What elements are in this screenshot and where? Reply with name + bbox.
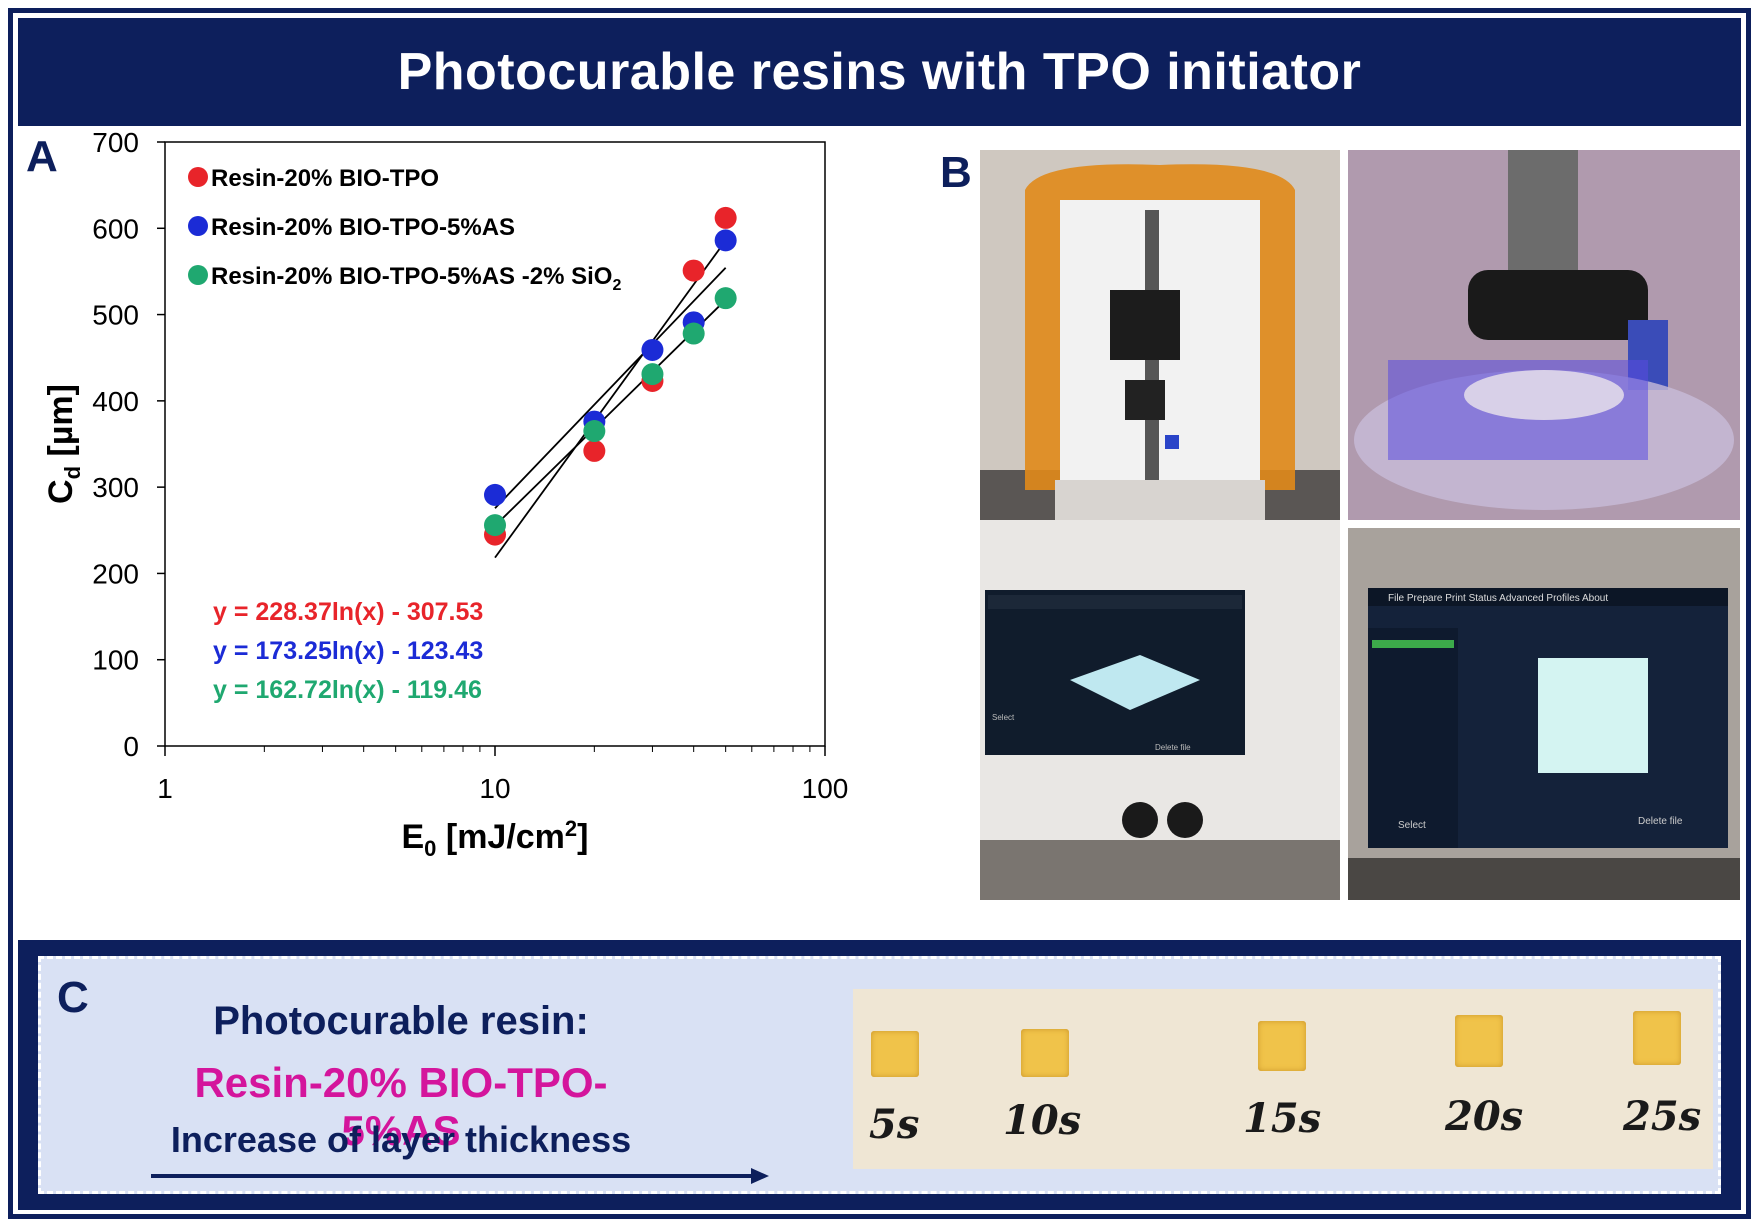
panel-c: C Photocurable resin: Resin-20% BIO-TPO-… [18,940,1741,1210]
increase-arrow [151,1168,769,1184]
data-point-s1-5 [714,206,737,229]
x-tick-label: 1 [157,773,173,804]
data-point-s3-4 [682,322,705,345]
x-tick-label: 100 [802,773,849,804]
legend-marker-3 [188,265,208,285]
printer-screen-select: Select [992,713,1015,722]
legend-label-2: Resin-20% BIO-TPO-5%AS [211,214,515,241]
y-tick-label: 400 [92,386,139,417]
panel-c-increase-label: Increase of layer thickness [170,1119,632,1160]
fit-line-1 [494,239,727,559]
data-point-s2-1 [484,483,506,506]
screen-menu: File Prepare Print Status Advanced Profi… [1388,593,1608,604]
y-axis-label: Cd [µm] [42,384,85,504]
panel-c-heading: Photocurable resin: [213,999,589,1043]
fit-equation-3: y = 162.72ln(x) - 119.46 [213,676,482,704]
fit-line-2 [494,267,727,509]
sample-25s [1633,1011,1681,1065]
y-tick-label: 700 [92,130,139,158]
x-tick-label: 10 [479,773,510,804]
sample-15s [1258,1021,1306,1071]
sample-label-25s: 25s [1623,1093,1702,1140]
y-tick-label: 600 [92,213,139,244]
data-point-s2-3 [641,338,664,361]
printer-screen-delete: Delete file [1155,743,1191,752]
photo-panel-b: Select Delete file File Prepare Print St… [980,150,1740,900]
legend-label-3: Resin-20% BIO-TPO-5%AS -2% SiO2 [211,263,621,294]
data-point-s3-1 [484,514,506,537]
legend-marker-1 [188,167,208,187]
printer-photo: Select Delete file [980,150,1340,900]
x-axis-label: E0 [mJ/cm2] [401,816,588,861]
data-point-s2-5 [714,229,737,252]
y-tick-label: 0 [123,731,139,762]
legend-label-1: Resin-20% BIO-TPO [211,165,439,192]
y-tick-label: 500 [92,300,139,331]
panel-label-b: B [940,148,972,197]
title-bar: Photocurable resins with TPO initiator [18,18,1741,126]
panel-label-a: A [26,132,58,181]
y-tick-label: 300 [92,472,139,503]
figure-title: Photocurable resins with TPO initiator [397,43,1362,101]
cure-depth-chart: 0 100 200 300 400 500 600 700 1 10 100 Cd [µm] E0 [m… [42,130,849,861]
screen-delete-label: Delete file [1638,816,1683,827]
sample-20s [1455,1015,1503,1067]
sample-label-20s: 20s [1445,1093,1524,1140]
data-point-s3-3 [641,363,664,386]
sample-label-5s: 5s [869,1101,920,1148]
legend-marker-2 [188,216,208,236]
data-point-s1-4 [682,259,705,282]
panel-c-inner: C Photocurable resin: Resin-20% BIO-TPO-… [38,956,1721,1194]
sample-label-10s: 10s [1003,1097,1082,1144]
sample-5s [871,1031,919,1077]
data-point-s3-5 [714,287,737,310]
sample-10s [1021,1029,1069,1077]
panel-c-resin-name: Resin-20% BIO-TPO-5%AS [194,1059,608,1154]
screen-photo: File Prepare Print Status Advanced Profi… [1348,528,1740,900]
vat-photo [1348,150,1740,520]
panel-label-c: C [57,973,89,1022]
data-point-s3-2 [583,420,606,443]
cured-samples-photo: 5s 10s 15s 20s 25s [853,989,1713,1169]
y-tick-label: 100 [92,645,139,676]
data-point-s1-2 [583,439,606,462]
screen-select-label: Select [1398,820,1426,831]
fit-equation-1: y = 228.37ln(x) - 307.53 [213,598,483,626]
fit-equation-2: y = 173.25ln(x) - 123.43 [213,637,483,665]
y-tick-label: 200 [92,558,139,589]
sample-label-15s: 15s [1243,1095,1322,1142]
